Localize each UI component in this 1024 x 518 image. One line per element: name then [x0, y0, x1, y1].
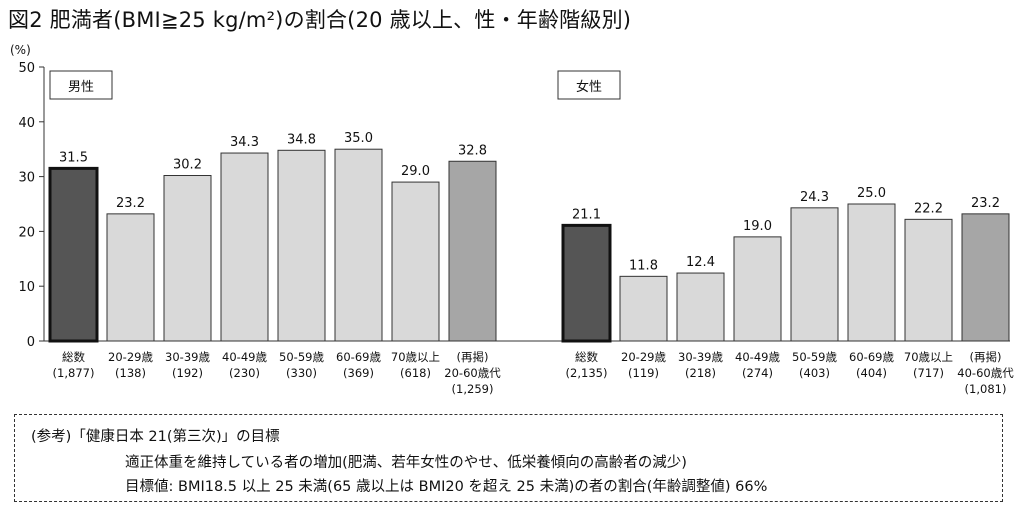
x-tick-label: 50-59歳 — [279, 350, 324, 364]
x-tick-label: (404) — [856, 366, 887, 380]
bar-value-label: 21.1 — [572, 207, 601, 222]
reference-note-box: (参考)「健康日本 21(第三次)」の目標 適正体重を維持している者の増加(肥満… — [14, 414, 1003, 502]
x-tick-label: (230) — [229, 366, 260, 380]
x-tick-label: (2,135) — [566, 366, 608, 380]
x-tick-label: 60-69歳 — [849, 350, 894, 364]
note-heading: (参考)「健康日本 21(第三次)」の目標 — [31, 429, 280, 445]
bar — [561, 223, 612, 343]
bar — [619, 275, 668, 342]
bar-value-label: 31.5 — [59, 150, 88, 165]
bar-value-label: 19.0 — [743, 219, 772, 234]
panel-label-box — [557, 70, 621, 100]
bar-chart: (%) 0 10 20 30 40 50 男性 31.5 総数 (1,877) 23.2 20-29歳 (… — [10, 43, 1014, 396]
bar — [163, 175, 212, 342]
bar-value-label: 29.0 — [401, 164, 430, 179]
bar — [220, 152, 269, 342]
bar-value-label: 12.4 — [686, 255, 715, 270]
x-tick-label: 30-39歳 — [678, 350, 723, 364]
x-tick-label: (再掲) — [457, 350, 489, 364]
bar-value-label: 34.8 — [287, 132, 316, 147]
x-tick-label: 60-69歳 — [336, 350, 381, 364]
x-tick-label: (119) — [628, 366, 659, 380]
x-tick-label: 70歳以上 — [391, 350, 440, 364]
y-tick-label: 0 — [27, 335, 35, 350]
bar-value-label: 30.2 — [173, 158, 202, 173]
x-tick-label: 総数 — [62, 350, 85, 364]
bar-value-label: 25.0 — [857, 186, 886, 201]
y-axis-unit: (%) — [10, 43, 31, 57]
bar — [391, 181, 440, 342]
x-tick-label: 70歳以上 — [904, 350, 953, 364]
x-tick-label: 総数 — [575, 350, 598, 364]
y-tick-label: 50 — [18, 61, 35, 76]
bar-value-label: 24.3 — [800, 190, 829, 205]
bar — [48, 166, 99, 343]
x-tick-label: (1,259) — [452, 382, 494, 396]
bar — [790, 207, 839, 342]
x-tick-label: (403) — [799, 366, 830, 380]
bar-value-label: 32.8 — [458, 143, 487, 158]
bar-value-label: 23.2 — [971, 196, 1000, 211]
x-tick-label: (218) — [685, 366, 716, 380]
x-tick-label: (717) — [913, 366, 944, 380]
panel-label-box — [49, 70, 113, 100]
x-tick-label: (1,081) — [965, 382, 1007, 396]
bar — [904, 218, 953, 342]
bar-value-label: 22.2 — [914, 201, 943, 216]
x-tick-label: 40-49歳 — [222, 350, 267, 364]
x-tick-label: 40-60歳代 — [957, 366, 1014, 380]
note-goal: 適正体重を維持している者の増加(肥満、若年女性のやせ、低栄養傾向の高齢者の減少) — [125, 455, 687, 471]
x-tick-label: (1,877) — [53, 366, 95, 380]
x-tick-label: 20-29歳 — [108, 350, 153, 364]
x-tick-label: (再掲) — [970, 350, 1002, 364]
bar-value-label: 34.3 — [230, 135, 259, 150]
x-tick-label: 40-49歳 — [735, 350, 780, 364]
bar-value-label: 23.2 — [116, 196, 145, 211]
y-tick-label: 10 — [18, 280, 35, 295]
y-tick-label: 30 — [18, 171, 35, 186]
panel-label: 男性 — [68, 80, 94, 95]
x-tick-label: 20-29歳 — [621, 350, 666, 364]
x-tick-label: (192) — [172, 366, 203, 380]
x-tick-label: 50-59歳 — [792, 350, 837, 364]
panel-label: 女性 — [576, 79, 602, 95]
x-tick-label: (369) — [343, 366, 374, 380]
x-tick-label: (618) — [400, 366, 431, 380]
bar — [106, 213, 155, 342]
x-tick-label: (330) — [286, 366, 317, 380]
bar — [733, 236, 782, 342]
y-tick-label: 40 — [18, 116, 35, 131]
bar — [847, 203, 896, 342]
bar-value-label: 11.8 — [629, 258, 658, 273]
x-tick-label: (274) — [742, 366, 773, 380]
bar — [448, 160, 497, 342]
y-tick-label: 20 — [18, 225, 35, 240]
x-tick-label: 20-60歳代 — [444, 366, 501, 380]
bar — [334, 148, 383, 342]
bar-value-label: 35.0 — [344, 131, 373, 146]
bar — [277, 149, 326, 342]
note-target-value: 目標値: BMI18.5 以上 25 未満(65 歳以上は BMI20 を超え … — [125, 479, 768, 495]
bar — [676, 272, 725, 342]
bar — [961, 213, 1010, 342]
x-tick-label: 30-39歳 — [165, 350, 210, 364]
chart-title: 図2 肥満者(BMI≧25 kg/m²)の割合(20 歳以上、性・年齢階級別) — [8, 8, 632, 32]
x-tick-label: (138) — [115, 366, 146, 380]
